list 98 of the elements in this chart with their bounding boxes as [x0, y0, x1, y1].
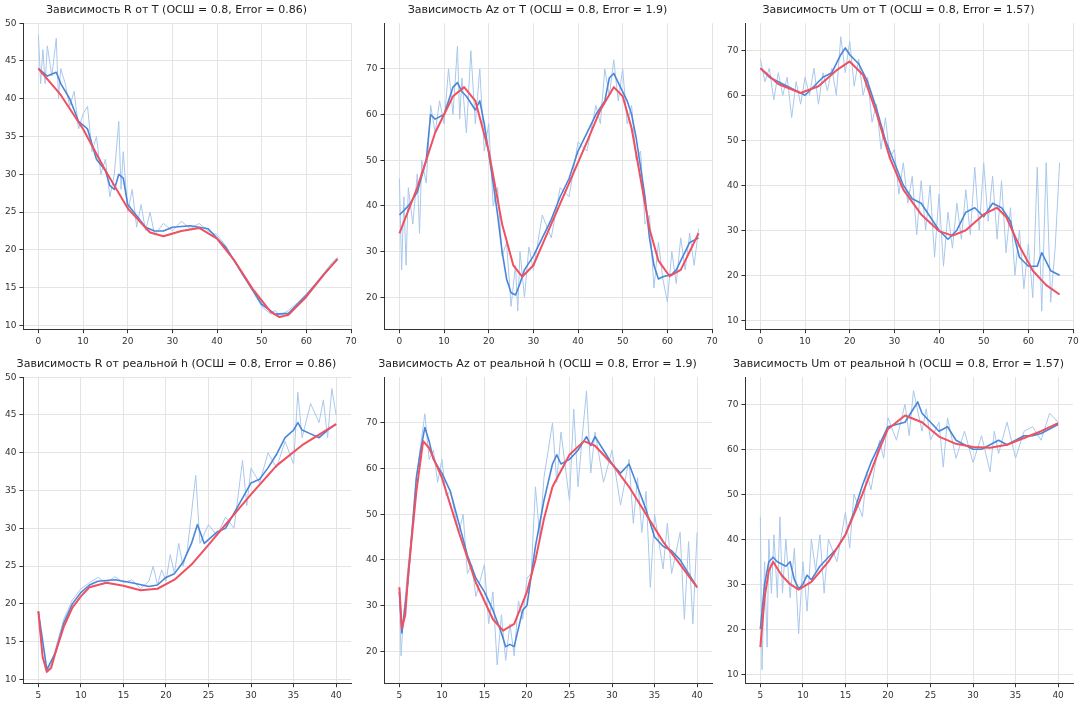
y-tick-label: 70 [727, 44, 739, 55]
x-tick-label: 50 [616, 335, 629, 346]
x-tick-label: 15 [117, 689, 130, 700]
y-tick-label: 50 [366, 508, 378, 519]
x-tick-label: 40 [572, 335, 585, 346]
x-tick-label: 20 [882, 689, 894, 700]
y-tick-label: 50 [366, 154, 378, 165]
y-tick-label: 50 [727, 134, 739, 145]
x-tick-label: 10 [75, 689, 87, 700]
y-tick-label: 60 [727, 443, 739, 454]
x-tick-label: 50 [255, 335, 268, 346]
chart-title: Зависимость Um от реальной h (ОСШ = 0.8, Error = 1.57) [733, 357, 1064, 371]
x-tick-label: 10 [799, 335, 812, 346]
y-tick-label: 50 [5, 371, 17, 382]
chart-title: Зависимость R от T (ОСШ = 0.8, Error = 0.86) [46, 3, 307, 17]
y-tick-label: 30 [5, 168, 17, 179]
x-tick-label: 40 [1052, 689, 1065, 700]
y-tick-label: 30 [366, 245, 378, 256]
y-tick-label: 45 [5, 55, 17, 66]
x-tick-label: 40 [330, 689, 343, 700]
x-tick-label: 30 [527, 335, 540, 346]
x-tick-label: 35 [287, 689, 300, 700]
x-tick-label: 70 [345, 335, 357, 346]
y-tick-label: 20 [5, 244, 17, 255]
x-tick-label: 10 [438, 335, 451, 346]
y-tick-label: 40 [366, 554, 378, 565]
x-tick-label: 20 [122, 335, 134, 346]
y-tick-label: 40 [5, 447, 17, 458]
x-tick-label: 0 [35, 335, 42, 346]
x-tick-label: 30 [606, 689, 619, 700]
y-tick-label: 20 [366, 291, 378, 302]
chart-title: Зависимость Um от T (ОСШ = 0.8, Error = 1.57) [762, 3, 1035, 17]
y-tick-label: 50 [5, 17, 17, 28]
x-tick-label: 25 [202, 689, 215, 700]
chart-title: Зависимость Az от T (ОСШ = 0.8, Error = 1.9) [407, 3, 668, 17]
x-tick-label: 0 [757, 335, 764, 346]
y-tick-label: 30 [5, 522, 17, 533]
x-tick-label: 20 [483, 335, 495, 346]
x-tick-label: 20 [844, 335, 856, 346]
x-tick-label: 35 [648, 689, 661, 700]
y-tick-label: 20 [727, 623, 739, 634]
y-tick-label: 70 [727, 398, 739, 409]
y-tick-label: 50 [727, 488, 739, 499]
x-tick-label: 60 [1022, 335, 1035, 346]
y-tick-label: 15 [5, 635, 17, 646]
y-tick-label: 10 [727, 668, 739, 679]
x-tick-label: 10 [77, 335, 90, 346]
y-tick-label: 20 [727, 269, 739, 280]
x-tick-label: 30 [888, 335, 901, 346]
y-tick-label: 20 [5, 598, 17, 609]
chart-title: Зависимость Az от реальной h (ОСШ = 0.8, Error = 1.9) [378, 357, 697, 371]
x-tick-label: 40 [933, 335, 946, 346]
y-tick-label: 60 [727, 89, 739, 100]
x-tick-label: 30 [166, 335, 179, 346]
x-tick-label: 20 [160, 689, 172, 700]
x-tick-label: 30 [967, 689, 980, 700]
x-tick-label: 40 [691, 689, 704, 700]
y-tick-label: 25 [5, 206, 17, 217]
y-tick-label: 40 [727, 179, 739, 190]
x-tick-label: 10 [436, 689, 448, 700]
x-tick-label: 70 [706, 335, 718, 346]
x-tick-label: 5 [35, 689, 42, 700]
y-tick-label: 60 [366, 462, 378, 473]
y-tick-label: 60 [366, 108, 378, 119]
y-tick-label: 70 [366, 63, 378, 74]
x-tick-label: 10 [797, 689, 809, 700]
x-tick-label: 20 [521, 689, 533, 700]
y-tick-label: 10 [5, 673, 17, 684]
y-tick-label: 45 [5, 409, 17, 420]
x-tick-label: 60 [300, 335, 313, 346]
y-tick-label: 15 [5, 281, 17, 292]
y-tick-label: 30 [727, 578, 739, 589]
y-tick-label: 35 [5, 484, 17, 495]
x-tick-label: 15 [478, 689, 491, 700]
x-tick-label: 40 [211, 335, 224, 346]
chart-title: Зависимость R от реальной h (ОСШ = 0.8, Error = 0.86) [16, 357, 337, 371]
y-tick-label: 10 [5, 319, 17, 330]
x-tick-label: 50 [977, 335, 990, 346]
y-tick-label: 25 [5, 560, 17, 571]
x-tick-label: 35 [1009, 689, 1022, 700]
y-tick-label: 35 [5, 130, 17, 141]
y-tick-label: 20 [366, 645, 378, 656]
y-tick-label: 40 [5, 93, 17, 104]
x-tick-label: 25 [563, 689, 576, 700]
y-tick-label: 40 [727, 533, 739, 544]
x-tick-label: 5 [757, 689, 764, 700]
x-tick-label: 0 [396, 335, 403, 346]
y-tick-label: 40 [366, 200, 378, 211]
y-tick-label: 70 [366, 417, 378, 428]
x-tick-label: 30 [245, 689, 258, 700]
x-tick-label: 60 [661, 335, 674, 346]
x-tick-label: 70 [1067, 335, 1079, 346]
y-tick-label: 10 [727, 314, 739, 325]
x-tick-label: 25 [924, 689, 937, 700]
x-tick-label: 15 [839, 689, 852, 700]
x-tick-label: 5 [396, 689, 403, 700]
y-tick-label: 30 [366, 599, 378, 610]
y-tick-label: 30 [727, 224, 739, 235]
